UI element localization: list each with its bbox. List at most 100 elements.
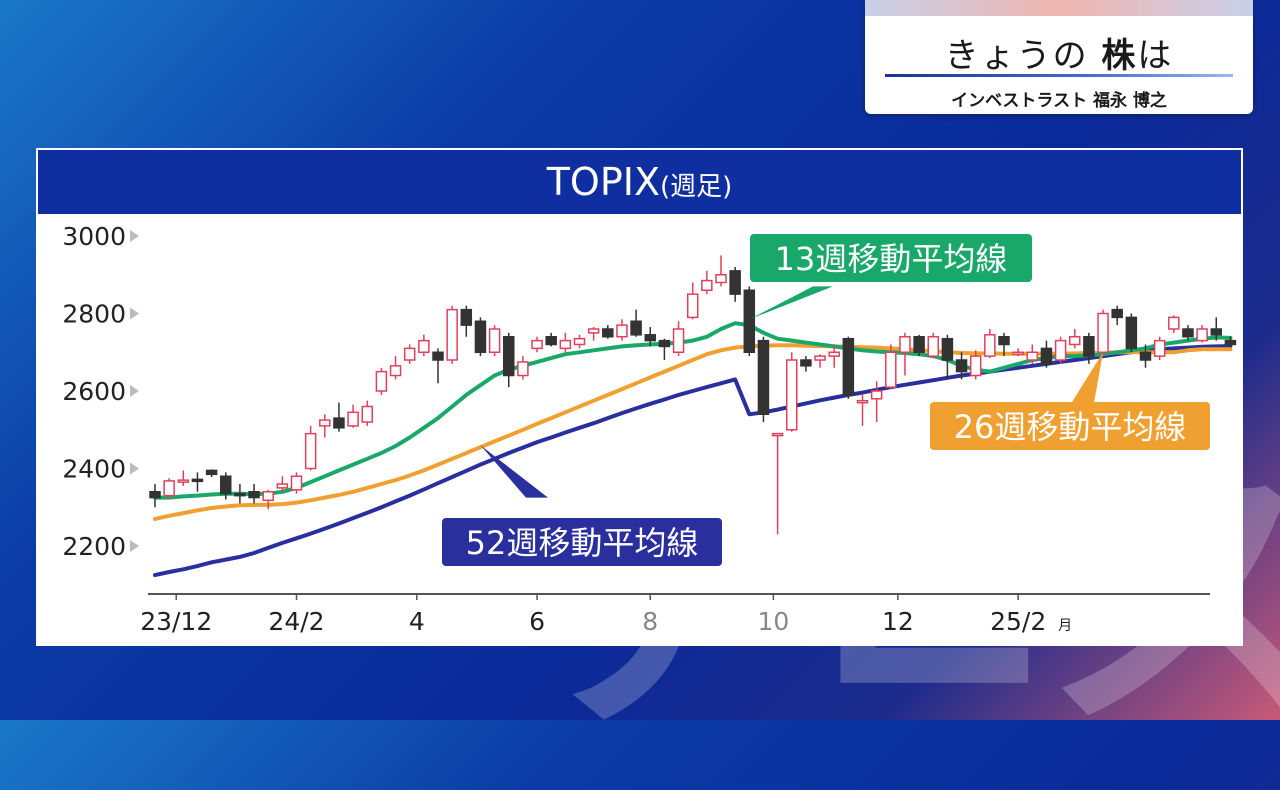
x-tick-label: 6 [529,607,545,636]
y-tick-label: 2400 [62,455,126,484]
candle-body [602,328,614,338]
candle-body [969,355,982,377]
candle-body [149,491,161,499]
y-tick-arrow [130,540,139,552]
chart-title-suffix: (週足) [659,172,733,202]
candle-body [870,390,883,400]
candle-body [1054,339,1067,361]
candle-body [1153,339,1166,357]
x-tick-label: 25/2 [990,607,1046,636]
candle-body [757,339,770,415]
ma26-pointer [1068,352,1104,409]
candle-body [701,279,713,291]
candle-body [616,324,628,338]
candle-body [1040,347,1053,365]
candle-body [262,491,274,502]
candle-body [418,339,430,353]
candle-body [488,328,501,353]
candle-body [460,308,473,326]
candle-body [1139,351,1152,361]
candle-body [899,336,911,353]
candle-body [828,351,840,357]
ma13-label: 13週移動平均線 [750,234,1032,282]
candle-body [644,334,656,342]
candle-body [432,351,444,361]
chart-panel: TOPIX(週足) 3000 2800 2600 2400 2200 23/12 24/2 4… [36,148,1243,646]
candle-body [743,289,756,353]
x-tick-label: 10 [757,607,789,636]
candle-body [403,347,416,361]
candle-body [333,417,345,429]
candle-body [1097,312,1109,353]
candle-body [1026,351,1039,361]
candle-body [1224,339,1237,346]
candle-body [885,351,897,388]
candle-body [559,339,572,350]
candle-body [361,405,373,423]
candle-body [955,359,968,373]
chart-header: TOPIX(週足) [38,150,1241,214]
y-tick-arrow [130,307,139,320]
candle-body [191,478,204,483]
candle-body [446,308,458,361]
candlestick-chart: 3000 2800 2600 2400 2200 23/12 24/2 4 6 8 10 12 25/2… [62,222,1237,636]
ma52-label-box [442,518,722,566]
candle-body [248,491,260,499]
candle-body [375,370,388,392]
ma26-label-text: 26週移動平均線 [954,408,1187,446]
x-axis-unit: 月 [1058,618,1072,634]
chart-title: TOPIX [546,160,660,204]
candle-body [503,336,515,377]
candle-body [672,328,685,353]
program-title-card: きょうの 株は インベストラスト 福永 博之 [865,0,1253,114]
candle-body [658,339,671,348]
title-card-rule [885,74,1233,77]
ma13-label-box [750,234,1032,282]
candle-body [234,492,246,497]
candle-body [842,337,855,396]
candle-body [1168,316,1180,330]
candle-body [686,293,699,319]
y-tick-arrow [130,230,139,242]
ma52-pointer [480,445,548,498]
x-tick-label: 24/2 [268,607,324,636]
program-subtitle: インベストラスト 福永 博之 [951,91,1167,111]
candle-body [220,475,232,495]
candle-body [319,419,331,427]
candle-body [1125,316,1138,350]
program-title-prefix: きょうの [944,36,1102,76]
candle-body [856,399,869,404]
candle-body [517,361,529,377]
y-tick-label: 3000 [62,222,126,251]
candle-body [1012,351,1024,355]
candle-body [474,320,487,353]
x-tick-label: 4 [409,607,425,636]
candle-body [984,334,996,357]
y-tick-label: 2200 [62,532,126,561]
candle-body [177,479,190,483]
candle-body [1083,336,1095,357]
candle-body [1111,308,1123,319]
candle-body [1210,328,1222,336]
candle-body [715,274,727,284]
candle-body [545,336,557,346]
ma52-label-text: 52週移動平均線 [466,524,699,562]
ma52-label: 52週移動平均線 [442,518,722,566]
y-tick-arrow [130,385,139,397]
candle-body [913,336,925,353]
candle-body [290,475,303,491]
candle-body [729,270,741,295]
program-title-bold: 株 [1101,36,1138,76]
candle-body [347,411,359,427]
x-tick-label: 23/12 [140,607,212,636]
y-tick-label: 2800 [62,300,126,329]
candle-body [927,336,939,357]
candle-body [998,336,1010,346]
candle-body [389,365,402,377]
ma26-label-box [930,402,1210,450]
candle-body [276,483,289,489]
x-tick-label: 12 [882,607,914,636]
ma13-label-text: 13週移動平均線 [775,240,1008,278]
candle-body [163,480,175,497]
candle-body [786,359,798,431]
